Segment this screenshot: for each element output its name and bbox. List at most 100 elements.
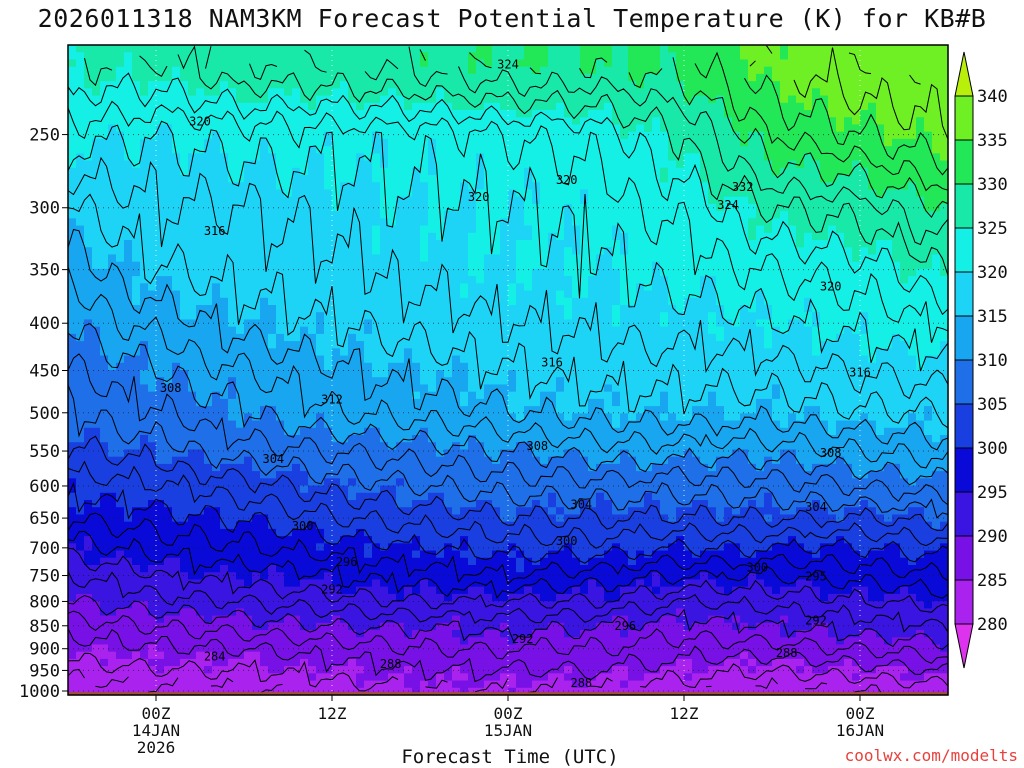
heatmap-cell — [588, 146, 597, 154]
heatmap-cell — [308, 73, 317, 82]
heatmap-cell — [212, 45, 221, 53]
heatmap-cell — [764, 268, 773, 277]
heatmap-cell — [444, 117, 453, 126]
heatmap-cell — [852, 297, 861, 306]
heatmap-cell — [844, 362, 853, 371]
heatmap-cell — [700, 196, 709, 205]
heatmap-cell — [212, 276, 221, 284]
heatmap-cell — [700, 73, 709, 82]
heatmap-cell — [708, 117, 717, 126]
heatmap-cell — [84, 305, 93, 313]
heatmap-cell — [108, 81, 117, 89]
heatmap-cell — [612, 182, 621, 191]
heatmap-cell — [788, 52, 797, 61]
heatmap-cell — [300, 45, 309, 53]
heatmap-cell — [756, 138, 765, 147]
heatmap-cell — [380, 305, 389, 313]
heatmap-cell — [780, 102, 789, 111]
heatmap-cell — [676, 261, 685, 270]
chart-title: 2026011318 NAM3KM Forecast Potential Tem… — [37, 4, 987, 33]
heatmap-cell — [292, 261, 301, 270]
heatmap-cell — [540, 182, 549, 191]
heatmap-cell — [732, 203, 741, 212]
heatmap-cell — [316, 175, 325, 183]
heatmap-cell — [780, 182, 789, 191]
heatmap-cell — [900, 167, 909, 176]
heatmap-cell — [892, 81, 901, 89]
heatmap-cell — [92, 146, 101, 154]
heatmap-cell — [860, 240, 869, 248]
heatmap-cell — [660, 196, 669, 205]
heatmap-cell — [156, 268, 165, 277]
heatmap-cell — [748, 305, 757, 313]
heatmap-cell — [420, 247, 429, 256]
heatmap-cell — [196, 189, 205, 198]
heatmap-cell — [652, 218, 661, 227]
heatmap-cell — [412, 117, 421, 126]
heatmap-cell — [140, 189, 149, 198]
heatmap-cell — [820, 167, 829, 176]
heatmap-cell — [596, 297, 605, 306]
heatmap-cell — [124, 66, 133, 75]
heatmap-cell — [908, 138, 917, 147]
heatmap-cell — [756, 167, 765, 176]
heatmap-cell — [356, 124, 365, 133]
heatmap-cell — [900, 203, 909, 212]
heatmap-cell — [460, 218, 469, 227]
heatmap-cell — [500, 189, 509, 198]
heatmap-cell — [76, 341, 85, 349]
heatmap-cell — [908, 189, 917, 198]
heatmap-cell — [708, 131, 717, 140]
heatmap-cell — [316, 153, 325, 162]
heatmap-cell — [844, 160, 853, 169]
heatmap-cell — [564, 312, 573, 321]
heatmap-cell — [316, 117, 325, 126]
heatmap-cell — [372, 312, 381, 321]
heatmap-cell — [716, 283, 725, 292]
heatmap-cell — [700, 211, 709, 219]
heatmap-cell — [412, 355, 421, 364]
heatmap-cell — [164, 52, 173, 61]
heatmap-cell — [804, 232, 813, 241]
heatmap-cell — [164, 290, 173, 299]
heatmap-cell — [852, 225, 861, 234]
heatmap-cell — [940, 138, 949, 147]
heatmap-cell — [772, 341, 781, 349]
heatmap-cell — [580, 312, 589, 321]
heatmap-cell — [524, 247, 533, 256]
heatmap-cell — [276, 196, 285, 205]
heatmap-cell — [516, 131, 525, 140]
heatmap-cell — [516, 182, 525, 191]
heatmap-cell — [940, 131, 949, 140]
heatmap-cell — [628, 81, 637, 89]
heatmap-cell — [860, 348, 869, 357]
heatmap-cell — [188, 117, 197, 126]
heatmap-cell — [860, 110, 869, 118]
heatmap-cell — [324, 52, 333, 61]
heatmap-cell — [916, 117, 925, 126]
heatmap-cell — [404, 305, 413, 313]
heatmap-cell — [516, 146, 525, 154]
heatmap-cell — [364, 167, 373, 176]
heatmap-cell — [692, 326, 701, 335]
heatmap-cell — [916, 146, 925, 154]
heatmap-cell — [492, 167, 501, 176]
heatmap-cell — [596, 312, 605, 321]
heatmap-cell — [148, 326, 157, 335]
heatmap-cell — [756, 326, 765, 335]
heatmap-cell — [412, 297, 421, 306]
heatmap-cell — [620, 95, 629, 104]
heatmap-cell — [844, 283, 853, 292]
heatmap-cell — [804, 182, 813, 191]
heatmap-cell — [372, 276, 381, 284]
heatmap-cell — [860, 319, 869, 328]
heatmap-cell — [204, 276, 213, 284]
heatmap-cell — [396, 254, 405, 263]
heatmap-cell — [252, 312, 261, 321]
heatmap-cell — [532, 203, 541, 212]
heatmap-cell — [324, 355, 333, 364]
heatmap-cell — [708, 290, 717, 299]
heatmap-cell — [500, 348, 509, 357]
heatmap-cell — [148, 117, 157, 126]
heatmap-cell — [276, 138, 285, 147]
